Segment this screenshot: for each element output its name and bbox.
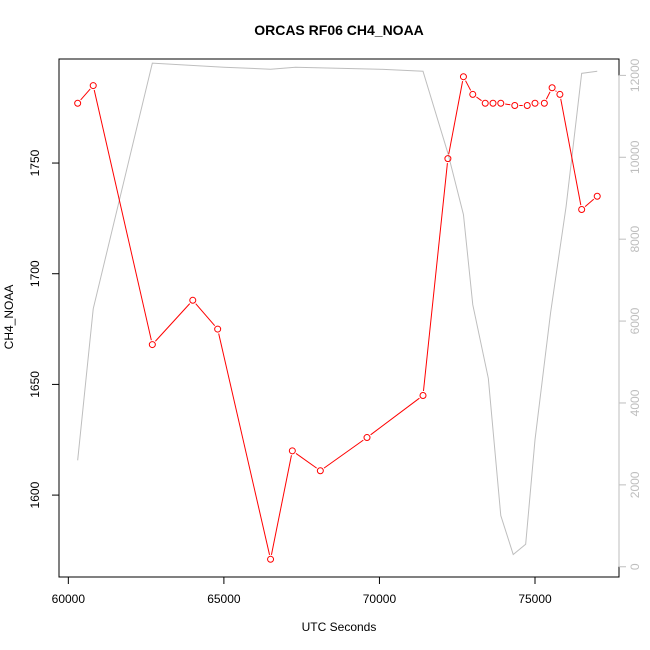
series-segment [80, 88, 91, 101]
y2-axis: 0 2000 4000 6000 8000 10000 12000 [618, 58, 642, 570]
data-point [469, 90, 477, 98]
data-point [548, 84, 556, 92]
primary-series [74, 73, 601, 563]
y2-tick-label: 2000 [628, 471, 642, 498]
y2-tick-label: 6000 [628, 307, 642, 334]
data-point [489, 99, 497, 107]
data-point [189, 296, 197, 304]
plot-frame [58, 58, 620, 578]
y-tick-label: 1650 [28, 371, 42, 398]
y-tick-label: 1700 [28, 260, 42, 287]
series-line [77, 62, 598, 556]
data-point [531, 99, 539, 107]
data-point [316, 467, 324, 475]
series-segment [584, 198, 595, 207]
y2-tick-label: 10000 [628, 140, 642, 174]
data-point [540, 99, 548, 107]
series-segment [545, 91, 551, 100]
data-point [578, 206, 586, 214]
data-point [419, 391, 427, 399]
series-segment [295, 453, 317, 469]
x-axis-label: UTC Seconds [302, 620, 377, 634]
x-tick-label: 70000 [363, 592, 397, 606]
data-point [511, 101, 519, 109]
series-segment [476, 96, 482, 102]
series-segment [370, 397, 420, 436]
data-point [444, 155, 452, 163]
series-layer [74, 62, 601, 563]
data-point [288, 447, 296, 455]
series-segment [448, 81, 464, 155]
series-segment [323, 439, 364, 469]
x-axis: 60000 65000 70000 75000 [52, 576, 552, 606]
data-point [148, 341, 156, 349]
data-point [556, 90, 564, 98]
y2-tick-label: 4000 [628, 389, 642, 416]
data-point [523, 101, 531, 109]
y-axis: 1600 1650 1700 1750 [28, 149, 60, 508]
x-tick-label: 65000 [207, 592, 241, 606]
y-axis-label: CH4_NOAA [2, 285, 16, 350]
series-segment [422, 163, 448, 392]
y-tick-label: 1600 [28, 481, 42, 508]
secondary-series [77, 62, 598, 556]
data-point [214, 325, 222, 333]
data-point [459, 73, 467, 81]
series-segment [195, 303, 216, 326]
x-tick-label: 60000 [52, 592, 86, 606]
y2-tick-label: 0 [628, 563, 642, 570]
data-point [481, 99, 489, 107]
series-segment [93, 89, 152, 341]
data-point [89, 82, 97, 90]
series-segment [505, 103, 511, 106]
y2-tick-label: 12000 [628, 58, 642, 92]
y2-tick-label: 8000 [628, 226, 642, 253]
data-point [267, 555, 275, 563]
x-tick-label: 75000 [518, 592, 552, 606]
data-point [363, 434, 371, 442]
series-segment [270, 455, 292, 555]
data-point [74, 99, 82, 107]
series-segment [560, 98, 582, 206]
y-tick-label: 1750 [28, 149, 42, 176]
data-point [497, 99, 505, 107]
series-segment [555, 90, 557, 92]
series-segment [154, 303, 191, 342]
data-point [593, 192, 601, 200]
chart-title: ORCAS RF06 CH4_NOAA [254, 22, 424, 38]
series-segment [465, 80, 472, 91]
series-segment [218, 333, 271, 556]
